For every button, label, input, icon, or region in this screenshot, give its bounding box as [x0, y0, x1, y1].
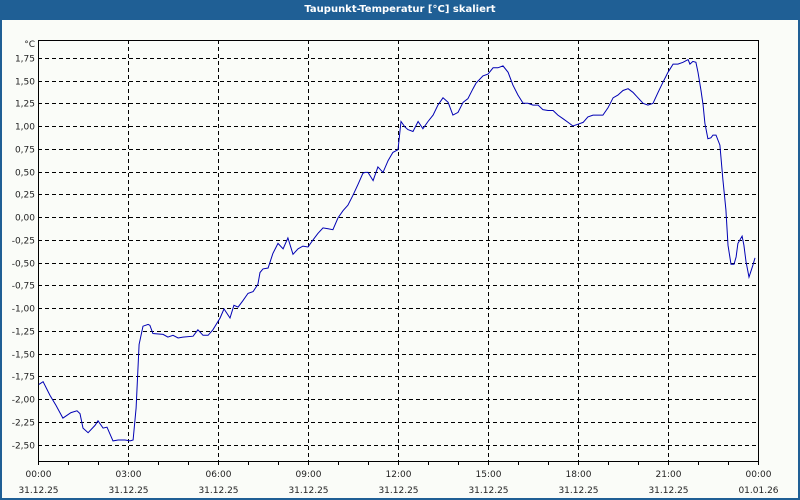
y-tick-label: 0,50 [15, 169, 35, 179]
y-tick-label: 0,00 [15, 214, 35, 224]
x-tick-time: 21:00 [656, 470, 682, 480]
x-tick-date: 31.12.25 [468, 486, 508, 496]
x-tick-time: 00:00 [26, 470, 52, 480]
x-tick-date: 31.12.25 [108, 486, 148, 496]
plot-frame [38, 40, 759, 462]
y-tick-label: 1,25 [15, 100, 35, 110]
x-tick-date: 31.12.25 [648, 486, 688, 496]
y-tick-label: -1,75 [12, 373, 35, 383]
y-tick-label: 1,00 [15, 123, 35, 133]
x-tick-date: 31.12.25 [558, 486, 598, 496]
x-tick-time: 03:00 [116, 470, 142, 480]
x-tick-time: 06:00 [206, 470, 232, 480]
y-tick-label: -2,25 [12, 419, 35, 429]
y-tick-label: -0,50 [12, 260, 36, 270]
y-tick-label: 1,50 [15, 78, 35, 88]
x-tick-time: 09:00 [296, 470, 322, 480]
y-tick-label: -0,75 [12, 282, 35, 292]
data-line [38, 58, 756, 442]
y-tick-label: 0,75 [15, 146, 35, 156]
y-axis-unit: °C [24, 40, 35, 50]
window-title: Taupunkt-Temperatur [°C] skaliert [0, 0, 800, 20]
x-tick-time: 15:00 [476, 470, 502, 480]
x-tick-time: 18:00 [566, 470, 592, 480]
x-tick-date: 31.12.25 [18, 486, 58, 496]
y-tick-label: -1,50 [12, 351, 36, 361]
y-tick-label: -1,25 [12, 328, 35, 338]
x-tick-date: 31.12.25 [378, 486, 418, 496]
x-tick-date: 31.12.25 [288, 486, 328, 496]
x-tick-time: 12:00 [386, 470, 412, 480]
y-tick-label: -0,25 [12, 237, 35, 247]
y-tick-label: 1,75 [15, 55, 35, 65]
x-tick-date: 31.12.25 [198, 486, 238, 496]
y-tick-label: -1,00 [12, 305, 36, 315]
y-tick-label: -2,00 [12, 396, 36, 406]
y-tick-label: -2,50 [12, 442, 36, 452]
x-tick-time: 00:00 [746, 470, 772, 480]
y-tick-label: 0,25 [15, 191, 35, 201]
x-tick-date: 01.01.26 [738, 486, 778, 496]
